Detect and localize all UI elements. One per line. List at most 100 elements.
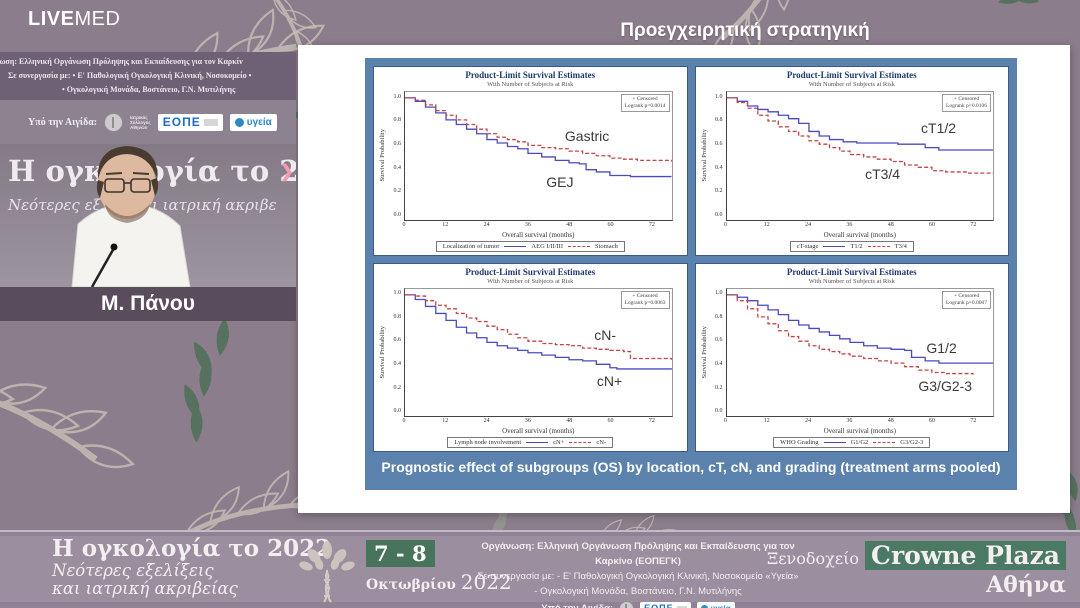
y-axis-label: Survival Probability — [379, 129, 386, 183]
eope-logo: ΕΟΠΕ — [157, 113, 223, 131]
censored-note: + Censored — [632, 96, 658, 102]
video-collab-line: • Ογκολογική Μονάδα, Βοστάνειο, Γ.Ν. Μυτ… — [62, 85, 236, 94]
x-axis-ticks: 0 12 24 36 48 60 72 — [402, 418, 655, 424]
curve-label: Gastric — [564, 127, 610, 144]
curve-label: cT1/2 — [921, 120, 957, 137]
venue-block: Ξενοδοχείο Crowne Plaza Αθήνα — [767, 541, 1066, 598]
logrank-p-value: Logrank p=0.0014 — [624, 103, 666, 109]
livemed-logo-live: LIVE — [28, 8, 75, 30]
chart-legend: cT-stage T1/2 T3/4 — [789, 240, 914, 252]
venue-city: Αθήνα — [986, 572, 1066, 598]
curve-label: cN+ — [596, 372, 623, 389]
organizer-block: Οργάνωση: Ελληνική Οργάνωση Πρόληψης και… — [462, 539, 814, 608]
speaker-figure — [71, 146, 191, 287]
ygeia-logo-icon — [234, 117, 244, 127]
eope-logo-detail — [203, 118, 218, 126]
censored-box: + Censored Logrank p=0.0106 — [942, 94, 991, 112]
x-axis-label: Overall survival (months) — [502, 427, 575, 435]
collab-line: - Ογκολογική Μονάδα, Βοστάνειο, Γ.Ν. Μυτ… — [534, 586, 742, 597]
km-chart-lymph-node: Product-Limit Survival Estimates With Nu… — [373, 262, 688, 452]
video-event-subtitle: ι ιατρική ακριβε — [152, 196, 277, 214]
ygeia-logo: υγεία — [229, 113, 277, 131]
chart-subtitle: With Number of Subjects at Risk — [487, 277, 574, 285]
charts-grid: Product-Limit Survival Estimates With Nu… — [373, 66, 1009, 452]
logrank-p-value: Logrank p=0.0063 — [624, 299, 666, 306]
athens-medical-association-seal-icon — [619, 601, 635, 608]
plot-area: + Censored Logrank p=0.0063 cN-cN+ — [404, 287, 673, 417]
chart-title: Product-Limit Survival Estimates — [786, 70, 917, 80]
chart-legend: Lymph node involvement cN+ cN- — [447, 437, 614, 448]
plot-area: + Censored Logrank p=0.0014 Gastric GEJ — [404, 91, 673, 221]
date-block: 7 - 8 Οκτωβρίου 2022 — [366, 540, 512, 594]
blue-line-sample — [823, 245, 846, 247]
chevron-right-icon: ❯ — [279, 162, 294, 181]
y-axis-ticks: 1.0 0.8 0.6 0.4 0.2 0.0 — [393, 93, 402, 218]
x-axis-label: Overall survival (months) — [502, 230, 575, 239]
censored-note: + Censored — [953, 292, 980, 299]
charts-panel: Product-Limit Survival Estimates With Nu… — [365, 58, 1017, 490]
chart-title: Product-Limit Survival Estimates — [465, 70, 596, 80]
plot-area: + Censored Logrank p=0.0106 cT1/2 cT3/4 — [725, 91, 994, 221]
event-title: Η ογκολογία το 2022 — [52, 535, 332, 562]
y-axis-ticks: 1.0 0.8 0.6 0.4 0.2 0.0 — [715, 93, 723, 218]
y-axis-label: Survival Probability — [700, 325, 708, 379]
blue-line-sample — [823, 442, 846, 443]
speaker-name: Μ. Πάνου — [101, 292, 195, 315]
chart-subtitle: With Number of Subjects at Risk — [808, 277, 895, 285]
red-line-sample — [867, 245, 890, 247]
event-block: Η ογκολογία το 2022 Νεότερες εξελίξεις κ… — [52, 535, 332, 597]
eope-logo-detail — [676, 606, 687, 608]
km-chart-ct-stage: Product-Limit Survival Estimates With Nu… — [694, 66, 1009, 256]
video-screen-header: νωση: Ελληνική Οργάνωση Πρόληψης και Εκπ… — [0, 52, 296, 100]
y-axis-label: Survival Probability — [700, 129, 708, 183]
footer-aegis-row: Υπό την Αιγίδα: ΕΟΠΕ υγεία — [462, 601, 814, 608]
blue-line-sample — [504, 245, 527, 247]
y-axis-ticks: 1.0 0.8 0.6 0.4 0.2 0.0 — [393, 290, 402, 415]
footer-banner: Η ογκολογία το 2022 Νεότερες εξελίξεις κ… — [0, 530, 1080, 608]
chart-subtitle: With Number of Subjects at Risk — [808, 81, 895, 88]
censored-box: + Censored Logrank p=0.0007 — [942, 290, 991, 309]
logrank-p-value: Logrank p=0.0106 — [946, 103, 987, 109]
crowne-plaza-badge: Crowne Plaza — [865, 541, 1066, 570]
video-collab-line: Σε συνεργασία με: • Ε' Παθολογική Ογκολο… — [8, 71, 252, 80]
ygeia-logo-icon — [700, 605, 708, 608]
chart-title: Product-Limit Survival Estimates — [786, 266, 917, 277]
chart-subtitle: With Number of Subjects at Risk — [487, 81, 574, 88]
aegis-label: Υπό την Αιγίδα: — [28, 116, 98, 128]
venue-prefix: Ξενοδοχείο — [766, 549, 860, 568]
livemed-logo: LIVEMED — [28, 8, 120, 31]
slide-title: Προεγχειρητική στρατηγική — [620, 20, 870, 41]
video-event-subtitle: Νεότερες εξ — [8, 196, 101, 214]
red-line-sample — [569, 442, 592, 443]
organizer-line: Οργάνωση: Ελληνική Οργάνωση Πρόληψης και… — [481, 541, 795, 567]
speaker-video: νωση: Ελληνική Οργάνωση Πρόληψης και Εκπ… — [0, 52, 296, 287]
chart-title: Product-Limit Survival Estimates — [465, 266, 596, 277]
censored-note: + Censored — [953, 96, 980, 102]
date-text: Οκτωβρίου 2022 — [366, 570, 512, 594]
censored-box: + Censored Logrank p=0.0063 — [620, 290, 670, 309]
x-axis-ticks: 0 12 24 36 48 60 72 — [402, 221, 655, 228]
x-axis-ticks: 0 12 24 36 48 60 72 — [724, 418, 977, 424]
plot-area: + Censored Logrank p=0.0007 G1/2 G3/G2-3 — [725, 287, 994, 417]
km-chart-localization: Product-Limit Survival Estimates With Nu… — [373, 66, 688, 256]
curve-label: G1/2 — [926, 339, 957, 356]
seal-caption: Ιατρικός Σύλλογος Αθηνών — [130, 114, 151, 130]
blue-line-sample — [526, 442, 549, 443]
curve-label: G3/G2-3 — [918, 377, 973, 394]
x-axis-ticks: 0 12 24 36 48 60 72 — [724, 221, 977, 228]
chart-legend: Localization of tumor AEG I/II/III Stoma… — [435, 240, 625, 252]
curve-label: cT3/4 — [865, 165, 901, 182]
censored-box: + Censored Logrank p=0.0014 — [620, 94, 670, 112]
censored-note: + Censored — [632, 292, 658, 299]
video-aegis-row: Υπό την Αιγίδα: Ιατρικός Σύλλογος Αθηνών Ε… — [0, 100, 296, 144]
tree-dna-logo — [299, 541, 355, 603]
presentation-slide: Product-Limit Survival Estimates With Nu… — [298, 45, 1070, 513]
y-axis-ticks: 1.0 0.8 0.6 0.4 0.2 0.0 — [715, 290, 723, 415]
eope-logo: ΕΟΠΕ — [640, 602, 691, 608]
aegis-label: Υπό την Αιγίδα: — [541, 601, 613, 608]
curve-label: GEJ — [546, 173, 574, 190]
logrank-p-value: Logrank p=0.0007 — [946, 299, 987, 306]
km-chart-who-grading: Product-Limit Survival Estimates With Nu… — [694, 262, 1009, 452]
x-axis-label: Overall survival (months) — [823, 230, 896, 239]
